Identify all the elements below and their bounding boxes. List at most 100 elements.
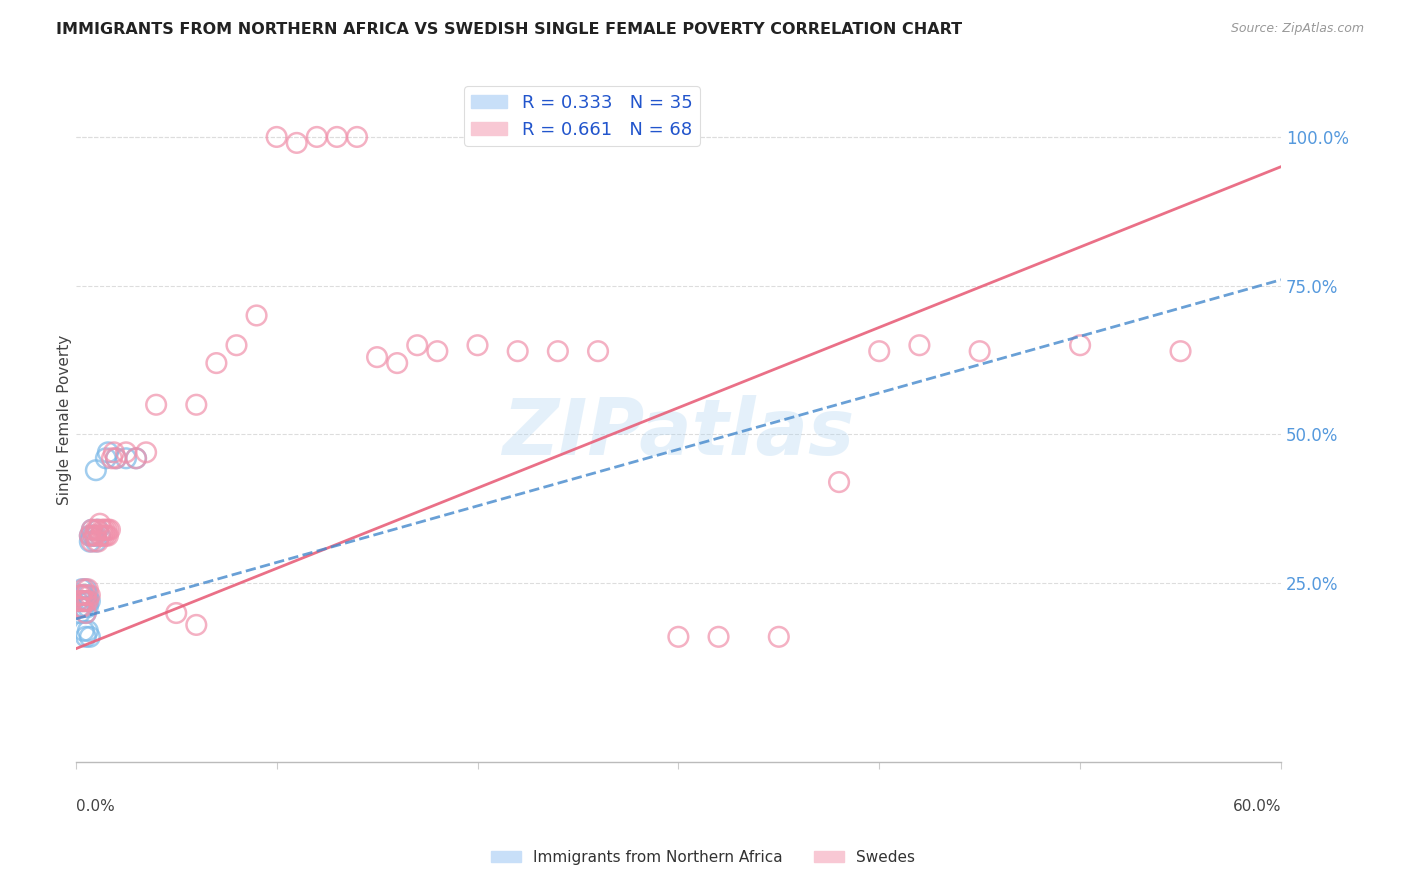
Point — [165, 606, 187, 620]
Point — [89, 516, 111, 531]
Text: 60.0%: 60.0% — [1233, 799, 1281, 814]
Point — [103, 445, 125, 459]
Point — [90, 523, 112, 537]
Point — [245, 309, 267, 323]
Point — [75, 594, 97, 608]
Text: ZIPatlas: ZIPatlas — [502, 395, 855, 471]
Point — [666, 630, 689, 644]
Point — [76, 600, 98, 615]
Point — [75, 582, 97, 597]
Point — [97, 523, 120, 537]
Point — [186, 618, 208, 632]
Point — [76, 594, 98, 608]
Point — [89, 529, 111, 543]
Point — [969, 344, 991, 359]
Point — [84, 463, 107, 477]
Point — [75, 594, 97, 608]
Point — [70, 588, 93, 602]
Point — [73, 588, 96, 602]
Point — [506, 344, 529, 359]
Point — [79, 534, 101, 549]
Point — [94, 451, 117, 466]
Point — [84, 529, 107, 543]
Text: 0.0%: 0.0% — [76, 799, 114, 814]
Point — [97, 445, 120, 459]
Point — [69, 600, 91, 615]
Point — [104, 451, 127, 466]
Point — [104, 451, 127, 466]
Point — [94, 523, 117, 537]
Point — [84, 534, 107, 549]
Point — [79, 529, 101, 543]
Point — [75, 606, 97, 620]
Point — [84, 523, 107, 537]
Point — [66, 594, 89, 608]
Point — [73, 594, 96, 608]
Point — [80, 529, 103, 543]
Legend: R = 0.333   N = 35, R = 0.661   N = 68: R = 0.333 N = 35, R = 0.661 N = 68 — [464, 87, 700, 146]
Point — [70, 594, 93, 608]
Point — [76, 588, 98, 602]
Point — [94, 529, 117, 543]
Point — [385, 356, 408, 370]
Point — [326, 130, 349, 145]
Point — [80, 534, 103, 549]
Point — [186, 398, 208, 412]
Point — [125, 451, 148, 466]
Point — [70, 594, 93, 608]
Point — [73, 582, 96, 597]
Point — [76, 594, 98, 608]
Point — [93, 529, 115, 543]
Point — [73, 624, 96, 638]
Point — [101, 451, 124, 466]
Point — [406, 338, 429, 352]
Point — [70, 582, 93, 597]
Point — [69, 588, 91, 602]
Point — [125, 451, 148, 466]
Point — [79, 529, 101, 543]
Text: IMMIGRANTS FROM NORTHERN AFRICA VS SWEDISH SINGLE FEMALE POVERTY CORRELATION CHA: IMMIGRANTS FROM NORTHERN AFRICA VS SWEDI… — [56, 22, 962, 37]
Point — [135, 445, 157, 459]
Point — [547, 344, 569, 359]
Text: Source: ZipAtlas.com: Source: ZipAtlas.com — [1230, 22, 1364, 36]
Point — [707, 630, 730, 644]
Point — [225, 338, 247, 352]
Point — [115, 451, 138, 466]
Point — [366, 350, 388, 364]
Point — [205, 356, 228, 370]
Point — [79, 630, 101, 644]
Point — [70, 600, 93, 615]
Point — [84, 529, 107, 543]
Point — [1170, 344, 1192, 359]
Point — [115, 445, 138, 459]
Point — [346, 130, 368, 145]
Point — [66, 594, 89, 608]
Point — [69, 600, 91, 615]
Point — [75, 588, 97, 602]
Point — [97, 529, 120, 543]
Point — [80, 523, 103, 537]
Legend: Immigrants from Northern Africa, Swedes: Immigrants from Northern Africa, Swedes — [485, 844, 921, 871]
Point — [828, 475, 851, 489]
Point — [868, 344, 890, 359]
Point — [285, 136, 308, 150]
Point — [87, 523, 110, 537]
Point — [73, 600, 96, 615]
Point — [76, 624, 98, 638]
Point — [87, 523, 110, 537]
Point — [145, 398, 167, 412]
Point — [90, 529, 112, 543]
Point — [467, 338, 489, 352]
Point — [75, 630, 97, 644]
Point — [87, 534, 110, 549]
Point — [1069, 338, 1091, 352]
Point — [83, 529, 105, 543]
Point — [80, 523, 103, 537]
Y-axis label: Single Female Poverty: Single Female Poverty — [58, 334, 72, 505]
Point — [89, 529, 111, 543]
Point — [93, 523, 115, 537]
Point — [305, 130, 328, 145]
Point — [586, 344, 609, 359]
Point — [75, 606, 97, 620]
Point — [908, 338, 931, 352]
